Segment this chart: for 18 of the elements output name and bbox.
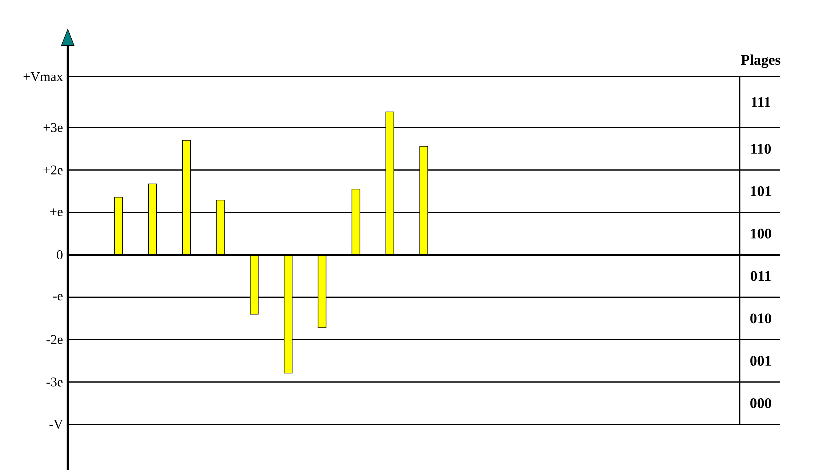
y-tick-label: +Vmax (24, 72, 64, 82)
y-tick-label: +3e (44, 123, 63, 132)
annotation: 101 (751, 186, 772, 196)
annotation: 111 (752, 98, 770, 108)
y-tick-label: -3e (46, 378, 63, 387)
y-tick-label: -e (53, 294, 63, 301)
annotation: 000 (750, 398, 772, 408)
legend-title: Plages (741, 54, 781, 68)
annotation: 100 (751, 228, 772, 239)
annotation: 110 (752, 144, 772, 154)
y-tick-label: -2e (46, 335, 63, 344)
annotation: 001 (750, 356, 772, 366)
annotation: 011 (750, 271, 771, 282)
y-tick-label: +2e (44, 166, 63, 175)
y-tick-label: 0 (57, 250, 63, 260)
annotation: 010 (750, 314, 772, 324)
y-tick-label: -V (50, 420, 64, 430)
y-tick-label: +e (50, 208, 63, 216)
